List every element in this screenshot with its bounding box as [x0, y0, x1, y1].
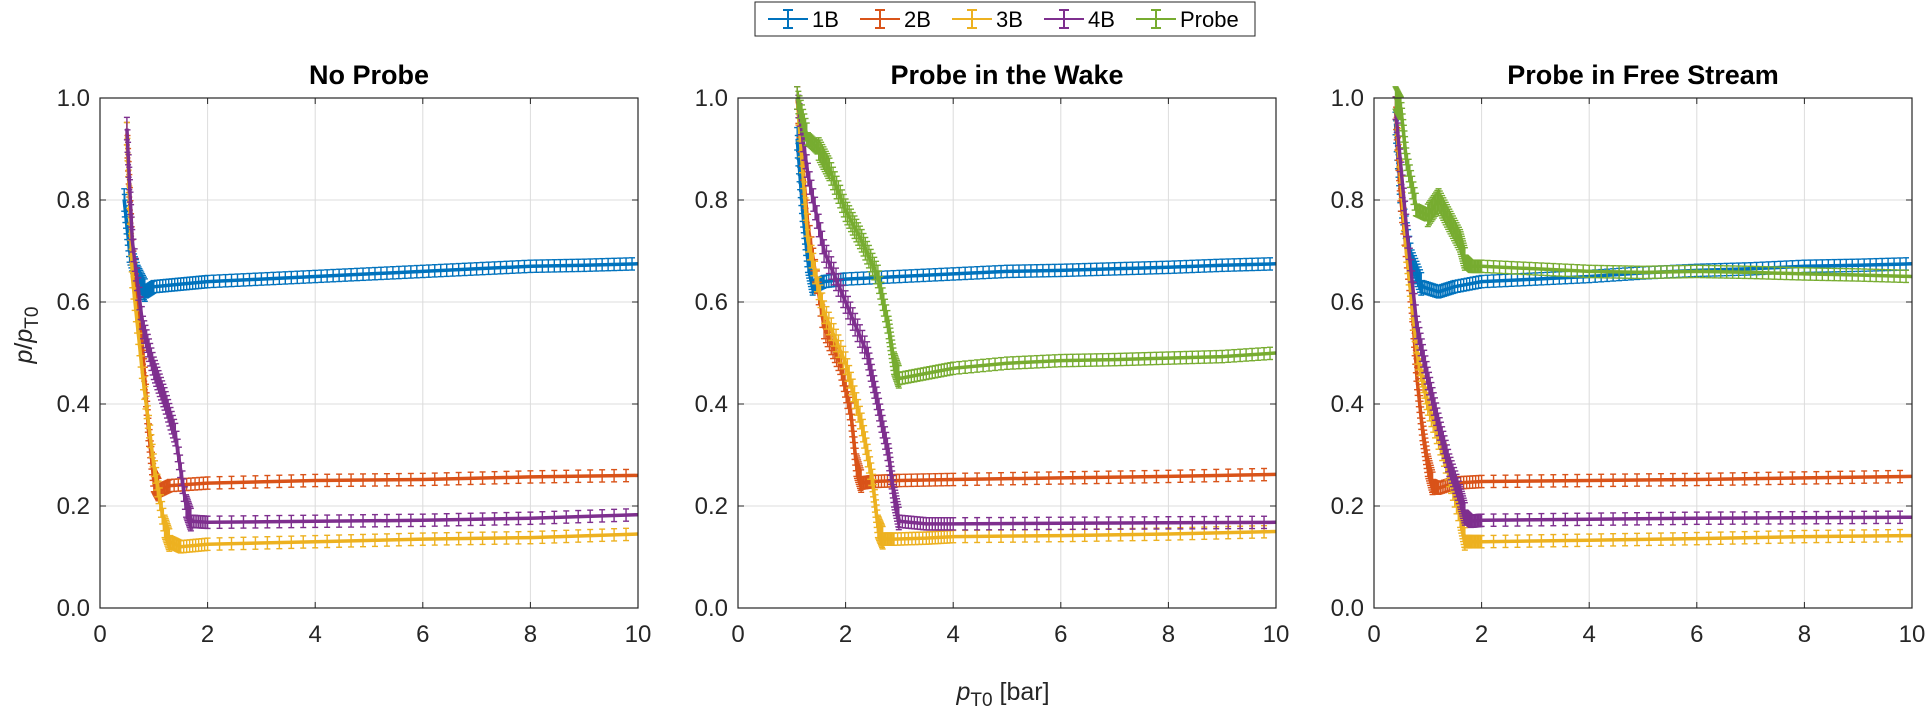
panel-1: No Probe 0 2 4 6 8 10 0.0 0.2 0.4 0.6 0.8 1.0 — [57, 60, 652, 648]
y-tick-label: 0.4 — [695, 391, 728, 418]
y-tick-label: 0.6 — [57, 289, 90, 316]
axes-frame — [737, 97, 1277, 609]
legend-entry-3b: 3B — [952, 7, 1023, 32]
y-tick-label: 0.4 — [57, 391, 90, 418]
legend-entry-probe: Probe — [1136, 7, 1239, 32]
legend-entry-4b: 4B — [1044, 7, 1115, 32]
series-line — [1393, 97, 1913, 279]
panel-title: No Probe — [309, 60, 429, 90]
series-3b — [1392, 96, 1913, 551]
legend-entry-1b: 1B — [768, 7, 839, 32]
y-tick-label: 0.6 — [695, 289, 728, 316]
x-tick-label: 8 — [524, 621, 537, 648]
y-tick-label: 0.2 — [57, 493, 90, 520]
series-4b — [1392, 96, 1913, 529]
y-tick-label: 1.0 — [695, 85, 728, 112]
x-tick-label: 8 — [1162, 621, 1175, 648]
legend-label: 1B — [812, 7, 839, 32]
series-probe — [1392, 86, 1913, 284]
series-2b — [123, 121, 639, 502]
series-3b — [794, 86, 1277, 550]
legend: 1B 2B 3B 4B Probe — [754, 1, 1256, 37]
x-tick-label: 4 — [309, 621, 322, 648]
y-tick-label: 0.2 — [695, 493, 728, 520]
legend-label: 3B — [996, 7, 1023, 32]
y-tick-label: 0.0 — [695, 595, 728, 622]
x-tick-label: 0 — [731, 621, 744, 648]
y-tick-label: 0.8 — [57, 187, 90, 214]
x-tick-label: 4 — [947, 621, 960, 648]
series-line — [795, 97, 1277, 485]
axes-frame — [99, 97, 639, 609]
series-1b — [121, 188, 639, 303]
series-4b — [794, 86, 1277, 531]
x-tick-label: 2 — [201, 621, 214, 648]
y-tick-label: 1.0 — [57, 85, 90, 112]
y-tick-label: 0.8 — [695, 187, 728, 214]
series-line — [1393, 108, 1913, 524]
x-tick-label: 6 — [1054, 621, 1067, 648]
x-tick-label: 2 — [839, 621, 852, 648]
series-line — [1393, 108, 1913, 490]
legend-label: Probe — [1180, 7, 1239, 32]
series-2b — [1392, 96, 1913, 496]
panel-2: Probe in the Wake 0 2 4 6 8 10 0.0 0.2 0.4 0.6 0.8 1… — [695, 60, 1290, 648]
legend-entry-2b: 2B — [860, 7, 931, 32]
legend-label: 2B — [904, 7, 931, 32]
series-4b — [123, 116, 639, 532]
x-tick-label: 0 — [93, 621, 106, 648]
legend-label: 4B — [1088, 7, 1115, 32]
series-3b — [123, 121, 639, 554]
panel-title: Probe in Free Stream — [1507, 60, 1779, 90]
series-line — [125, 128, 639, 525]
x-tick-label: 10 — [625, 621, 652, 648]
x-tick-label: 10 — [1263, 621, 1290, 648]
series-line — [125, 133, 639, 493]
y-tick-label: 0.0 — [57, 595, 90, 622]
x-tick-label: 6 — [416, 621, 429, 648]
series-1b — [794, 126, 1277, 296]
series-line — [795, 97, 1277, 381]
series-probe — [794, 86, 1277, 389]
panel-title: Probe in the Wake — [890, 60, 1123, 90]
